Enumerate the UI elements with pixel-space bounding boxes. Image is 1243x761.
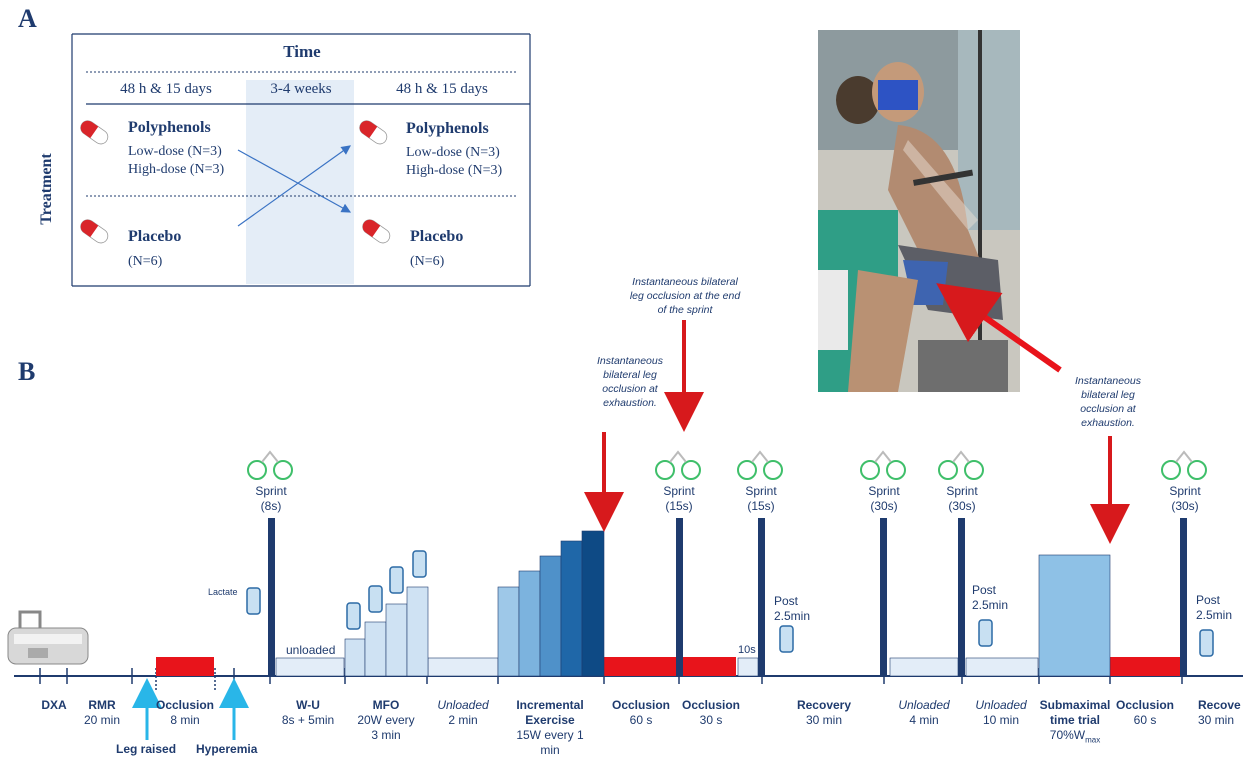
mfo-steps: [344, 586, 429, 677]
lactate-meter-icon: [246, 550, 1214, 657]
cyclist-icon: [938, 450, 984, 480]
occlusion-bar-8min: [156, 657, 214, 676]
unloaded-bar-2min: [427, 657, 499, 677]
ten-s-bar: [737, 657, 759, 677]
unloaded-bar-10min: [965, 657, 1039, 677]
period-label: 48 h & 15 days: [396, 81, 488, 97]
timeline-label-recovery: Recovery 30 min: [796, 698, 852, 727]
right-placebo-title: Placebo: [410, 228, 464, 245]
timeline-label-rmr: RMR 20 min: [83, 698, 121, 727]
incremental-steps: [497, 530, 605, 677]
timeline-label-submaximal: Submaximal time trial 70%Wmax: [1039, 698, 1111, 745]
sprint-label: Sprint (30s): [1169, 484, 1201, 513]
occlusion-exhaustion-note-2: Instantaneous bilateral leg occlusion at…: [1075, 375, 1141, 429]
occlusion-bar-30s: [682, 657, 736, 676]
right-placebo-n: (N=6): [410, 254, 445, 269]
timeline-label-wu: W-U 8s + 5min: [281, 698, 335, 727]
timeline-label-unloaded-2min: Unloaded 2 min: [437, 698, 489, 727]
time-header: Time: [283, 42, 321, 61]
timeline-label-mfo: MFO 20W every 3 min: [357, 698, 415, 742]
sprint-label: Sprint (30s): [946, 484, 978, 513]
left-low-dose: Low-dose (N=3): [128, 144, 222, 159]
lactate-label: Lactate: [208, 587, 238, 597]
pill-icon: [359, 120, 388, 145]
period-label: 3-4 weeks: [270, 81, 332, 97]
panel-a-frame: [71, 33, 531, 287]
period-label: 48 h & 15 days: [120, 81, 212, 97]
left-placebo-title: Placebo: [128, 228, 182, 245]
pill-icon: [80, 219, 109, 244]
timeline-label-recovery-2: Recove 30 min: [1198, 698, 1241, 727]
occlusion-bar-60s-2: [1110, 657, 1180, 676]
sprint-bars: [268, 518, 1187, 676]
unloaded-bar-4min: [889, 657, 959, 677]
panel-a-label: A: [18, 4, 37, 33]
post-label: Post 2.5min: [972, 583, 1009, 612]
timeline-label-unloaded-10min: Unloaded 10 min: [975, 698, 1027, 727]
submaximal-block: [1038, 554, 1111, 677]
timeline-label-dxa: DXA: [41, 698, 67, 712]
cyclist-icon: [860, 450, 906, 480]
pill-icon: [362, 219, 391, 244]
post-label: Post 2.5min: [774, 594, 811, 623]
leg-raised-label: Leg raised: [116, 742, 177, 756]
panel-b-label: B: [18, 357, 36, 386]
timeline-label-occlusion-8min: Occlusion 8 min: [155, 698, 214, 727]
cyclist-photo: [818, 30, 1020, 392]
left-high-dose: High-dose (N=3): [128, 162, 225, 177]
sprint-label: Sprint (15s): [663, 484, 695, 513]
right-polyphenols-title: Polyphenols: [406, 120, 489, 137]
timeline-label-unloaded-4min: Unloaded 4 min: [898, 698, 950, 727]
hyperemia-label: Hyperemia: [196, 742, 258, 756]
photo-occlusion-arrow: [936, 283, 1062, 373]
cyclist-icon: [655, 450, 701, 480]
unloaded-bar-wu: [275, 657, 345, 677]
left-polyphenols-title: Polyphenols: [128, 119, 211, 136]
sprint-label: Sprint (30s): [868, 484, 900, 513]
post-label: Post 2.5min: [1196, 593, 1233, 622]
crossover-arrow-up: [237, 145, 351, 227]
sprint-label: Sprint (15s): [745, 484, 777, 513]
occlusion-bar-60s: [604, 657, 679, 676]
sprint-label: Sprint (8s): [255, 484, 287, 513]
crossover-arrow-down: [237, 149, 352, 213]
dxa-scanner-icon: [7, 610, 89, 665]
ten-s-label: 10s: [738, 644, 756, 656]
timeline-label-occlusion-30s: Occlusion 30 s: [681, 698, 740, 727]
right-high-dose: High-dose (N=3): [406, 163, 503, 178]
timeline-label-occlusion-60s-2: Occlusion 60 s: [1115, 698, 1174, 727]
right-low-dose: Low-dose (N=3): [406, 145, 500, 160]
occlusion-exhaustion-note: Instantaneous bilateral leg occlusion at…: [597, 355, 663, 409]
occlusion-end-sprint-note: Instantaneous bilateral leg occlusion at…: [629, 276, 741, 316]
pill-icon: [80, 120, 109, 145]
cyclist-icon: [737, 450, 783, 480]
unloaded-bar-label: unloaded: [286, 643, 336, 657]
left-placebo-n: (N=6): [128, 254, 163, 269]
timeline-label-incremental: Incremental Exercise 15W every 1 min: [516, 698, 584, 757]
cyclist-icon: [247, 450, 293, 480]
timeline-label-occlusion-60s: Occlusion 60 s: [611, 698, 670, 727]
cyclist-icon: [1161, 450, 1207, 480]
